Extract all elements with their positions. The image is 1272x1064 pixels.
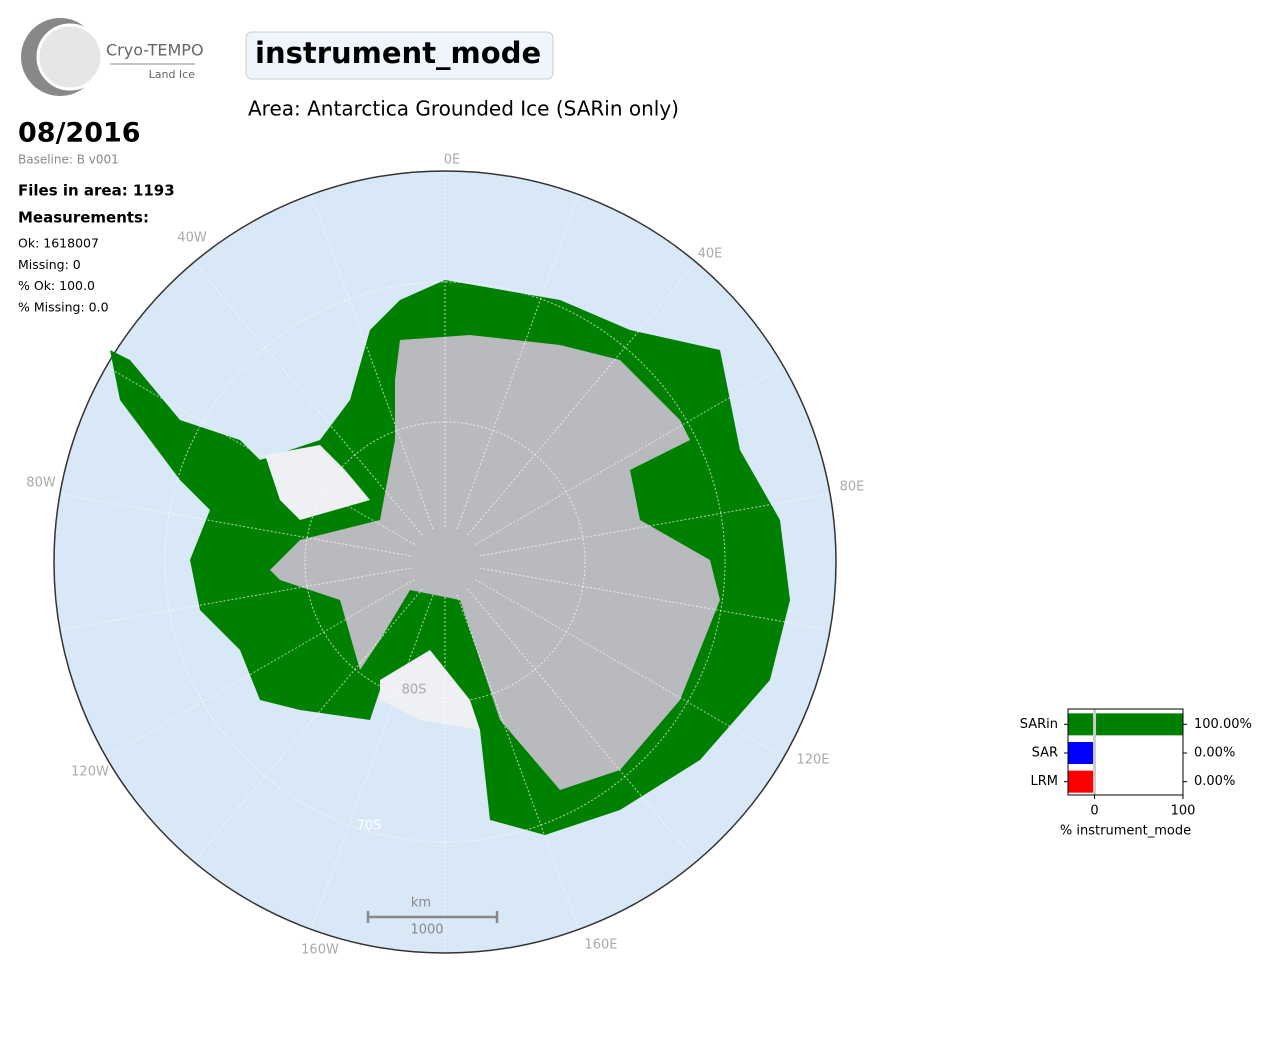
scale-label: 1000 [410, 923, 443, 938]
parallel-label: 70S [357, 819, 382, 834]
meridian [106, 579, 415, 758]
meridian [479, 567, 831, 631]
meridian [467, 588, 697, 862]
meridian-label: 40W [177, 231, 207, 246]
value-label: 100.00% [1194, 717, 1252, 732]
meridian-label: 80E [840, 480, 865, 495]
value-label: 0.00% [1194, 746, 1235, 761]
files: Files in area: 1193 [18, 182, 175, 200]
stat: Missing: 0 [18, 257, 81, 272]
meridian-label: 160W [301, 943, 339, 958]
bar [1068, 770, 1095, 793]
meridian [106, 366, 415, 545]
meridian [475, 366, 784, 545]
meridian [193, 588, 423, 862]
category-label: SARin [1020, 717, 1058, 732]
axes-frame [1067, 708, 1184, 796]
meridian [310, 594, 434, 930]
category-label: SAR [1032, 746, 1058, 761]
baseline: Baseline: B v001 [18, 153, 119, 167]
meridian [456, 194, 580, 530]
meridian [193, 262, 423, 536]
parallel-label: 80S [402, 683, 427, 698]
meridian-label: 160E [584, 938, 617, 953]
bar [1068, 742, 1095, 764]
title: instrument_mode [255, 36, 541, 70]
meridian-label: 120E [796, 753, 829, 768]
stats: Ok: 1618007 Missing: 0 % Ok: 100.0 % Missin… [18, 236, 109, 315]
meridian-label: 40E [698, 247, 723, 262]
x-tick-label: 100 [1171, 804, 1196, 819]
meridian [456, 594, 580, 930]
meridian-label: 120W [71, 765, 109, 780]
ice-shelf [265, 445, 370, 520]
graticule [59, 171, 831, 953]
area: Area: Antarctica Grounded Ice (SARin onl… [248, 97, 679, 121]
x-axis-label: % instrument_mode [1060, 824, 1191, 839]
meridian-label: 0E [444, 153, 461, 168]
scale-unit: km [411, 896, 431, 911]
bar [1068, 713, 1183, 736]
meridian [59, 567, 411, 631]
stat: Ok: 1618007 [18, 236, 99, 251]
logo-name: Cryo-TEMPO [106, 41, 204, 60]
logo-subtitle: Land Ice [149, 68, 196, 81]
interior-ice [270, 335, 720, 790]
map: 0E 40E 80E 120E 160E 160W 120W 80W 40W 8… [26, 153, 864, 958]
meridian [59, 493, 411, 557]
ice-shelf [380, 650, 480, 730]
title-box [245, 31, 554, 80]
value-label: 0.00% [1194, 774, 1235, 789]
parallel [164, 281, 726, 843]
meridian [475, 579, 784, 758]
parallel [304, 421, 586, 703]
bar-chart: SARin 100.00% SAR 0.00% LRM 0.00% 0 100 % instru… [1020, 708, 1252, 839]
stat: % Ok: 100.0 [18, 278, 95, 293]
meridian [479, 493, 831, 557]
date: 08/2016 [18, 118, 141, 149]
stat: % Missing: 0.0 [18, 299, 109, 314]
logo-disc [36, 23, 104, 91]
meridian [310, 194, 434, 530]
measurements-heading: Measurements: [18, 209, 149, 227]
logo: Cryo-TEMPO Land Ice [21, 18, 204, 96]
scale-bar [366, 911, 499, 923]
meridian-label: 80W [26, 476, 56, 491]
category-label: LRM [1031, 774, 1059, 789]
meridian [467, 262, 697, 536]
x-tick-label: 0 [1090, 804, 1098, 819]
